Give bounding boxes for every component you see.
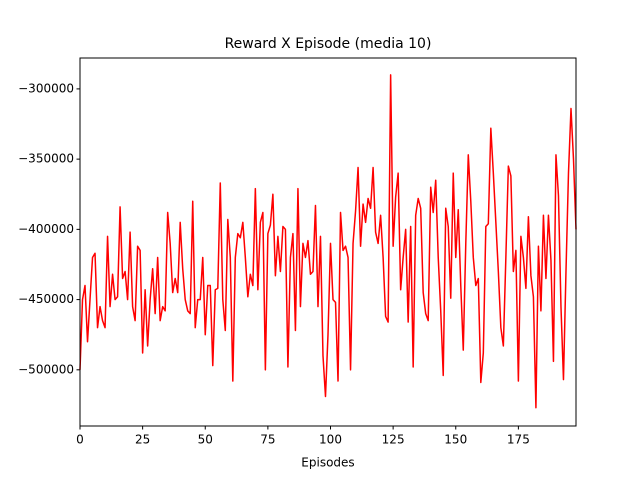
x-tick-label: 125 <box>382 433 405 447</box>
plot-frame <box>79 57 577 427</box>
x-tick-label: 25 <box>135 433 150 447</box>
x-tick-label: 175 <box>507 433 530 447</box>
x-tick-label: 100 <box>319 433 342 447</box>
x-tick-label: 75 <box>260 433 275 447</box>
x-tick-label: 150 <box>444 433 467 447</box>
chart-title: Reward X Episode (media 10) <box>225 36 432 52</box>
y-tick-label: −500000 <box>18 362 74 376</box>
data-line <box>79 74 577 409</box>
x-tick-label: 50 <box>198 433 213 447</box>
x-tick-label: 0 <box>76 433 84 447</box>
y-tick-label: −350000 <box>18 152 74 166</box>
x-axis-label: Episodes <box>301 456 354 470</box>
y-tick-label: −450000 <box>18 292 74 306</box>
y-tick-label: −300000 <box>18 81 74 95</box>
y-tick-label: −400000 <box>18 222 74 236</box>
